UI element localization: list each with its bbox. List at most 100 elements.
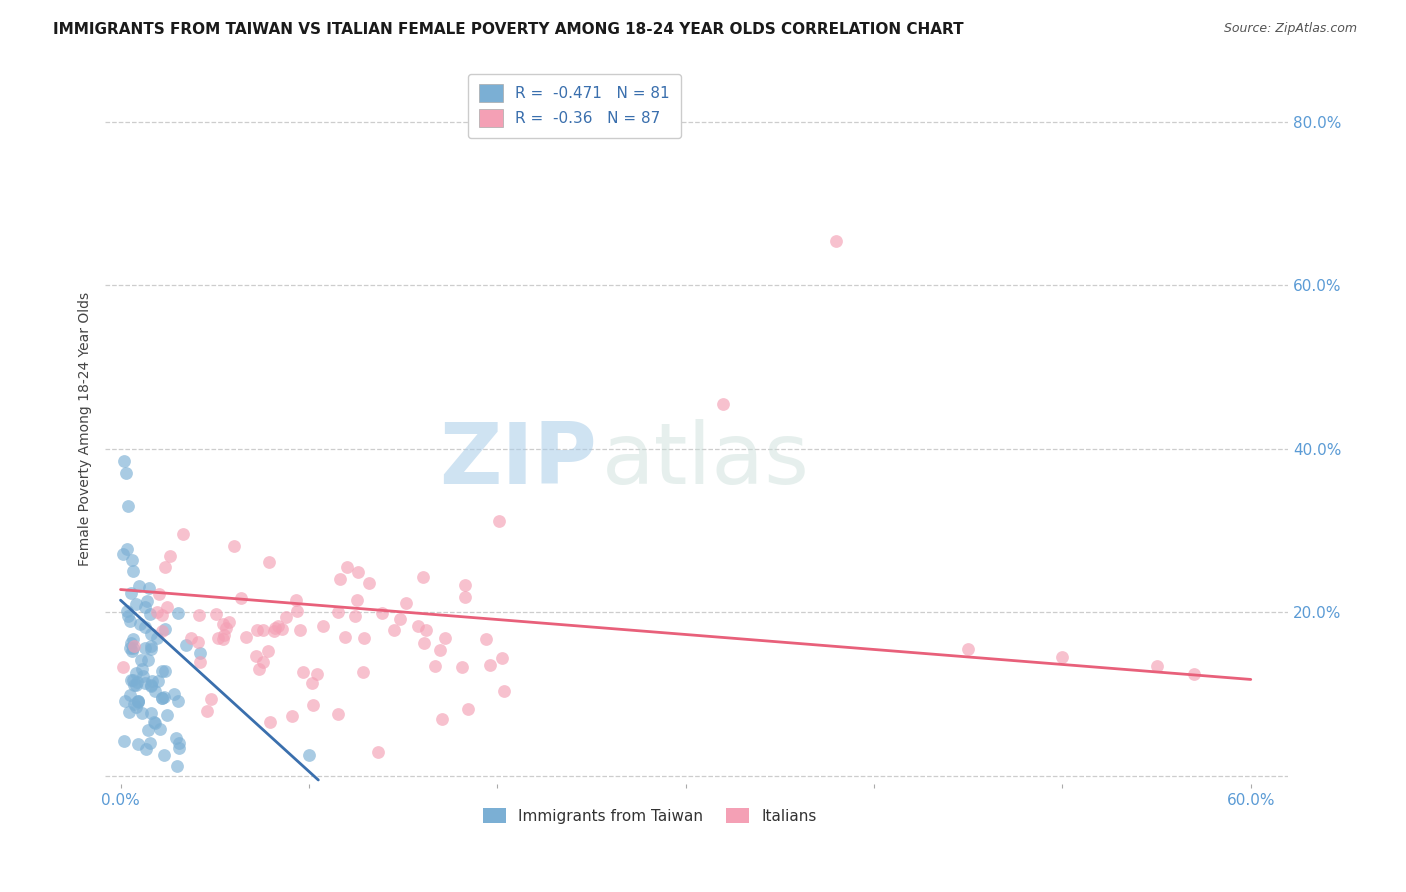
Point: [167, 693, 190, 707]
Point: [382, 623, 405, 637]
Point: [149, 722, 172, 736]
Point: [150, 690, 173, 705]
Point: [188, 607, 211, 622]
Point: [120, 636, 142, 650]
Point: [139, 736, 162, 750]
Point: [359, 576, 381, 591]
Point: [150, 624, 173, 639]
Point: [245, 649, 267, 664]
Point: [124, 697, 146, 711]
Point: [352, 665, 374, 679]
Point: [475, 632, 498, 646]
Point: [127, 695, 149, 709]
Point: [150, 691, 173, 706]
Point: [125, 597, 148, 611]
Point: [252, 655, 274, 669]
Point: [353, 632, 375, 646]
Point: [115, 541, 138, 556]
Point: [1052, 650, 1074, 665]
Point: [285, 604, 308, 618]
Point: [115, 467, 138, 481]
Text: atlas: atlas: [602, 419, 810, 502]
Point: [329, 572, 352, 586]
Point: [457, 702, 479, 716]
Point: [207, 632, 229, 646]
Text: ZIP: ZIP: [439, 419, 596, 502]
Point: [143, 714, 166, 729]
Point: [432, 712, 454, 726]
Point: [288, 624, 311, 638]
Point: [136, 653, 159, 667]
Point: [136, 594, 159, 608]
Point: [124, 678, 146, 692]
Point: [118, 641, 141, 656]
Point: [121, 553, 143, 567]
Point: [711, 397, 734, 411]
Point: [165, 731, 187, 746]
Point: [150, 608, 173, 623]
Point: [212, 632, 235, 647]
Point: [139, 639, 162, 653]
Point: [187, 635, 209, 649]
Point: [166, 758, 188, 772]
Point: [333, 630, 356, 644]
Point: [263, 624, 285, 639]
Point: [222, 539, 245, 553]
Point: [125, 665, 148, 680]
Point: [146, 674, 169, 689]
Point: [128, 579, 150, 593]
Point: [136, 723, 159, 737]
Point: [153, 690, 176, 704]
Point: [453, 577, 475, 591]
Point: [145, 716, 167, 731]
Point: [1146, 658, 1168, 673]
Text: IMMIGRANTS FROM TAIWAN VS ITALIAN FEMALE POVERTY AMONG 18-24 YEAR OLDS CORRELATI: IMMIGRANTS FROM TAIWAN VS ITALIAN FEMALE…: [53, 22, 965, 37]
Point: [412, 570, 434, 584]
Point: [229, 591, 252, 606]
Point: [114, 694, 136, 708]
Point: [274, 610, 297, 624]
Point: [111, 547, 134, 561]
Point: [117, 705, 139, 719]
Point: [212, 628, 235, 642]
Point: [257, 555, 280, 569]
Point: [200, 692, 222, 706]
Point: [429, 643, 451, 657]
Point: [127, 693, 149, 707]
Point: [344, 609, 367, 624]
Point: [247, 662, 270, 676]
Point: [434, 632, 457, 646]
Point: [491, 651, 513, 665]
Point: [267, 618, 290, 632]
Point: [825, 234, 848, 248]
Y-axis label: Female Poverty Among 18-24 Year Olds: Female Poverty Among 18-24 Year Olds: [79, 292, 93, 566]
Point: [139, 706, 162, 721]
Point: [235, 630, 257, 644]
Point: [371, 607, 394, 621]
Point: [153, 622, 176, 636]
Point: [488, 514, 510, 528]
Point: [307, 667, 329, 681]
Point: [167, 741, 190, 756]
Point: [127, 738, 149, 752]
Point: [139, 607, 162, 622]
Point: [117, 608, 139, 623]
Point: [172, 526, 194, 541]
Point: [120, 688, 142, 702]
Point: [163, 687, 186, 701]
Point: [335, 560, 357, 574]
Point: [406, 619, 429, 633]
Point: [129, 653, 152, 667]
Point: [127, 694, 149, 708]
Point: [134, 641, 156, 656]
Point: [153, 748, 176, 763]
Point: [347, 565, 370, 579]
Point: [218, 615, 240, 630]
Point: [134, 620, 156, 634]
Point: [121, 673, 143, 687]
Point: [246, 623, 269, 637]
Point: [148, 587, 170, 601]
Point: [139, 627, 162, 641]
Point: [252, 624, 274, 638]
Point: [281, 709, 304, 723]
